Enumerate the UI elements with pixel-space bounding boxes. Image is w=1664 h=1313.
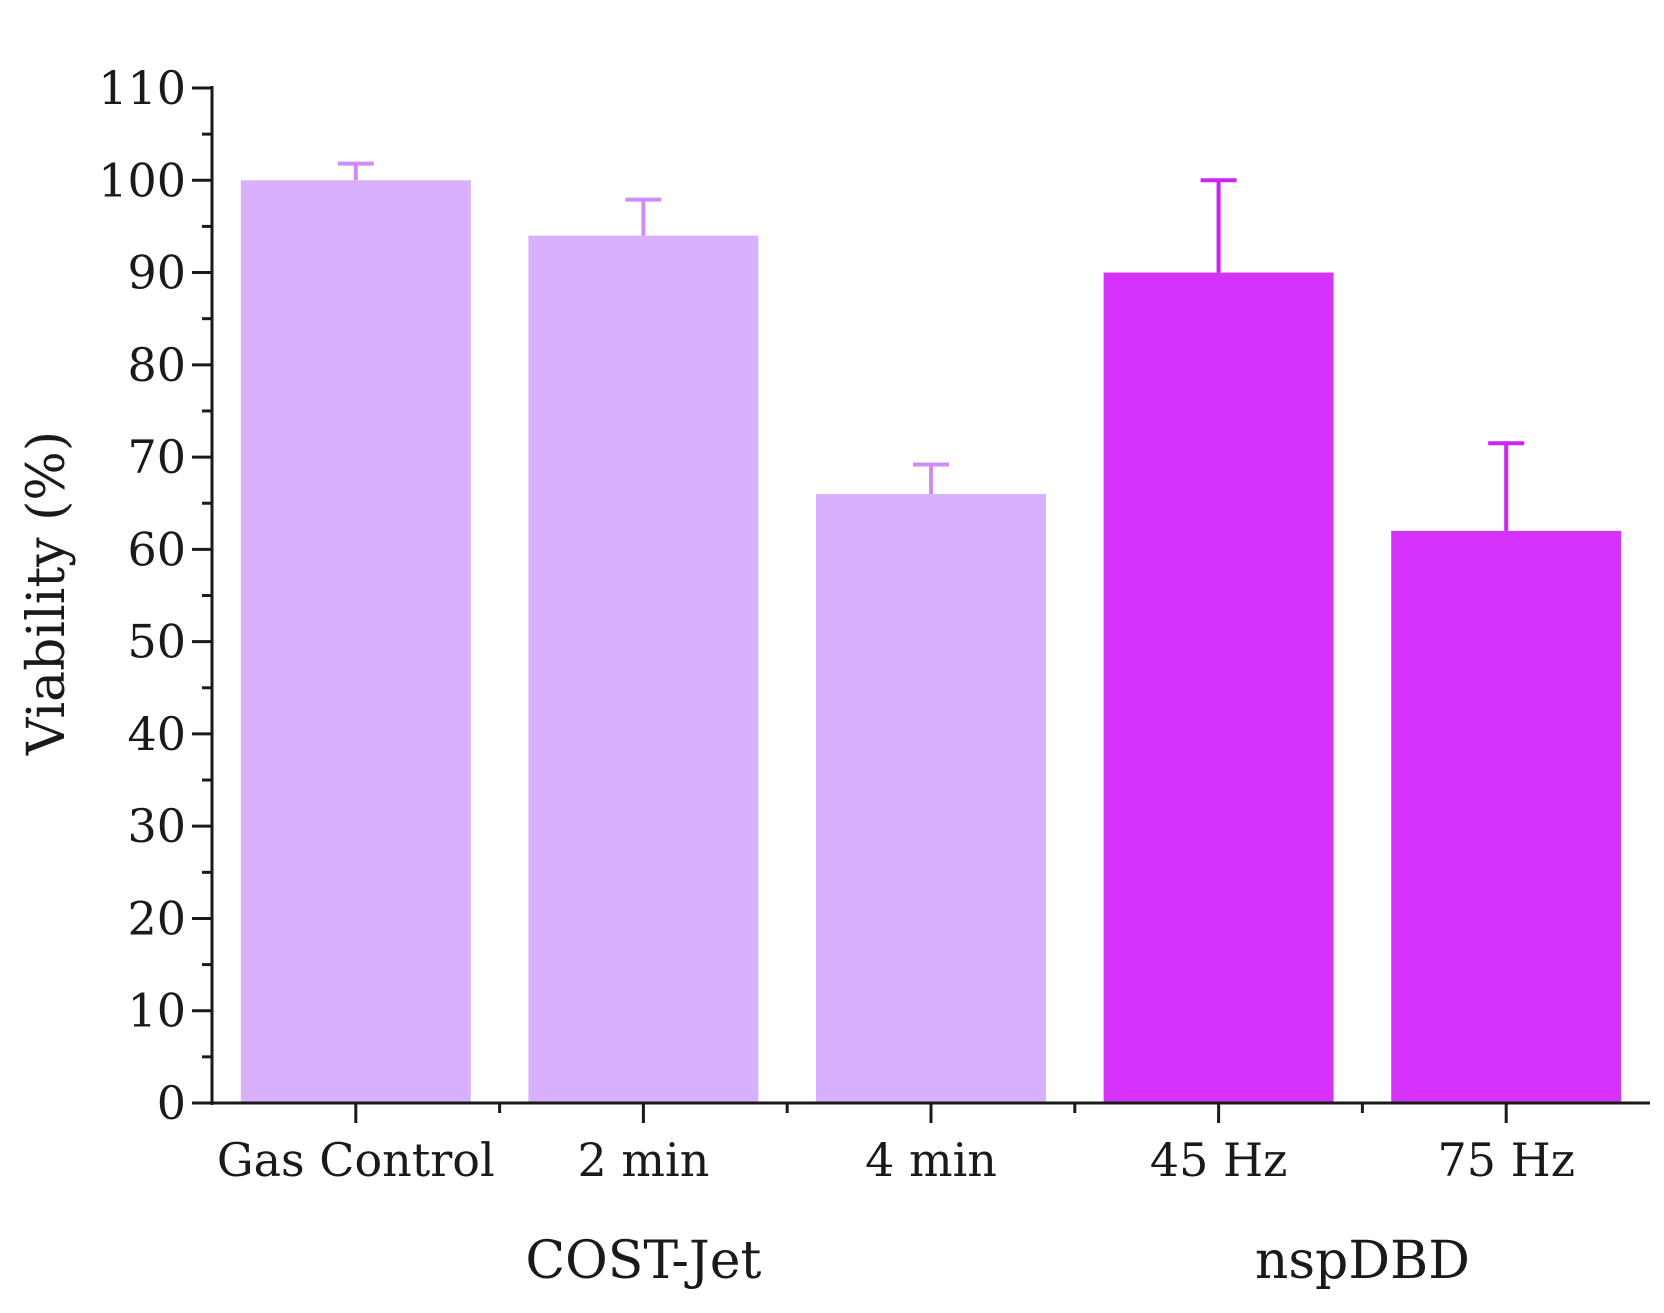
error-bar-45-hz [1200, 178, 1237, 273]
y-tick-label-90: 90 [127, 246, 186, 300]
bar-2-min [528, 235, 759, 1104]
y-tick-label-20: 20 [127, 891, 186, 945]
bar-gas-control [240, 180, 471, 1104]
bars-layer [240, 180, 1622, 1104]
error-bar-gas-control [337, 161, 374, 181]
y-tick-label-40: 40 [127, 707, 186, 761]
y-tick-label-80: 80 [127, 338, 186, 392]
y-tick-label-0: 0 [157, 1076, 186, 1130]
y-tick-label-70: 70 [127, 430, 186, 484]
labels-layer: 0 10 20 30 40 50 60 70 80 90 100 110 Gas Control 2 mi… [98, 61, 1575, 1291]
error-bar-2-min [625, 197, 662, 236]
y-tick-label-110: 110 [98, 61, 186, 115]
y-tick-label-30: 30 [127, 799, 186, 853]
y-tick-label-50: 50 [127, 615, 186, 669]
group-label-nspdbd: nspDBD [1255, 1231, 1470, 1291]
y-tick-label-100: 100 [98, 153, 186, 207]
bar-75-hz [1391, 530, 1622, 1103]
group-label-cost-jet: COST-Jet [525, 1231, 761, 1291]
error-bar-75-hz [1488, 441, 1525, 531]
y-axis-title: Viability (%) [17, 431, 77, 756]
x-tick-label-2-min: 2 min [577, 1133, 709, 1187]
y-tick-label-10: 10 [127, 984, 186, 1038]
x-tick-label-4-min: 4 min [865, 1133, 997, 1187]
x-tick-label-45-hz: 45 Hz [1150, 1133, 1288, 1187]
y-tick-label-60: 60 [127, 522, 186, 576]
x-tick-label-gas-control: Gas Control [217, 1133, 495, 1187]
axes-layer [192, 86, 1650, 1123]
error-bars-layer [337, 161, 1525, 531]
bar-45-hz [1103, 272, 1334, 1104]
x-tick-label-75-hz: 75 Hz [1437, 1133, 1575, 1187]
error-bar-4-min [913, 462, 949, 494]
bar-4-min [816, 494, 1046, 1103]
